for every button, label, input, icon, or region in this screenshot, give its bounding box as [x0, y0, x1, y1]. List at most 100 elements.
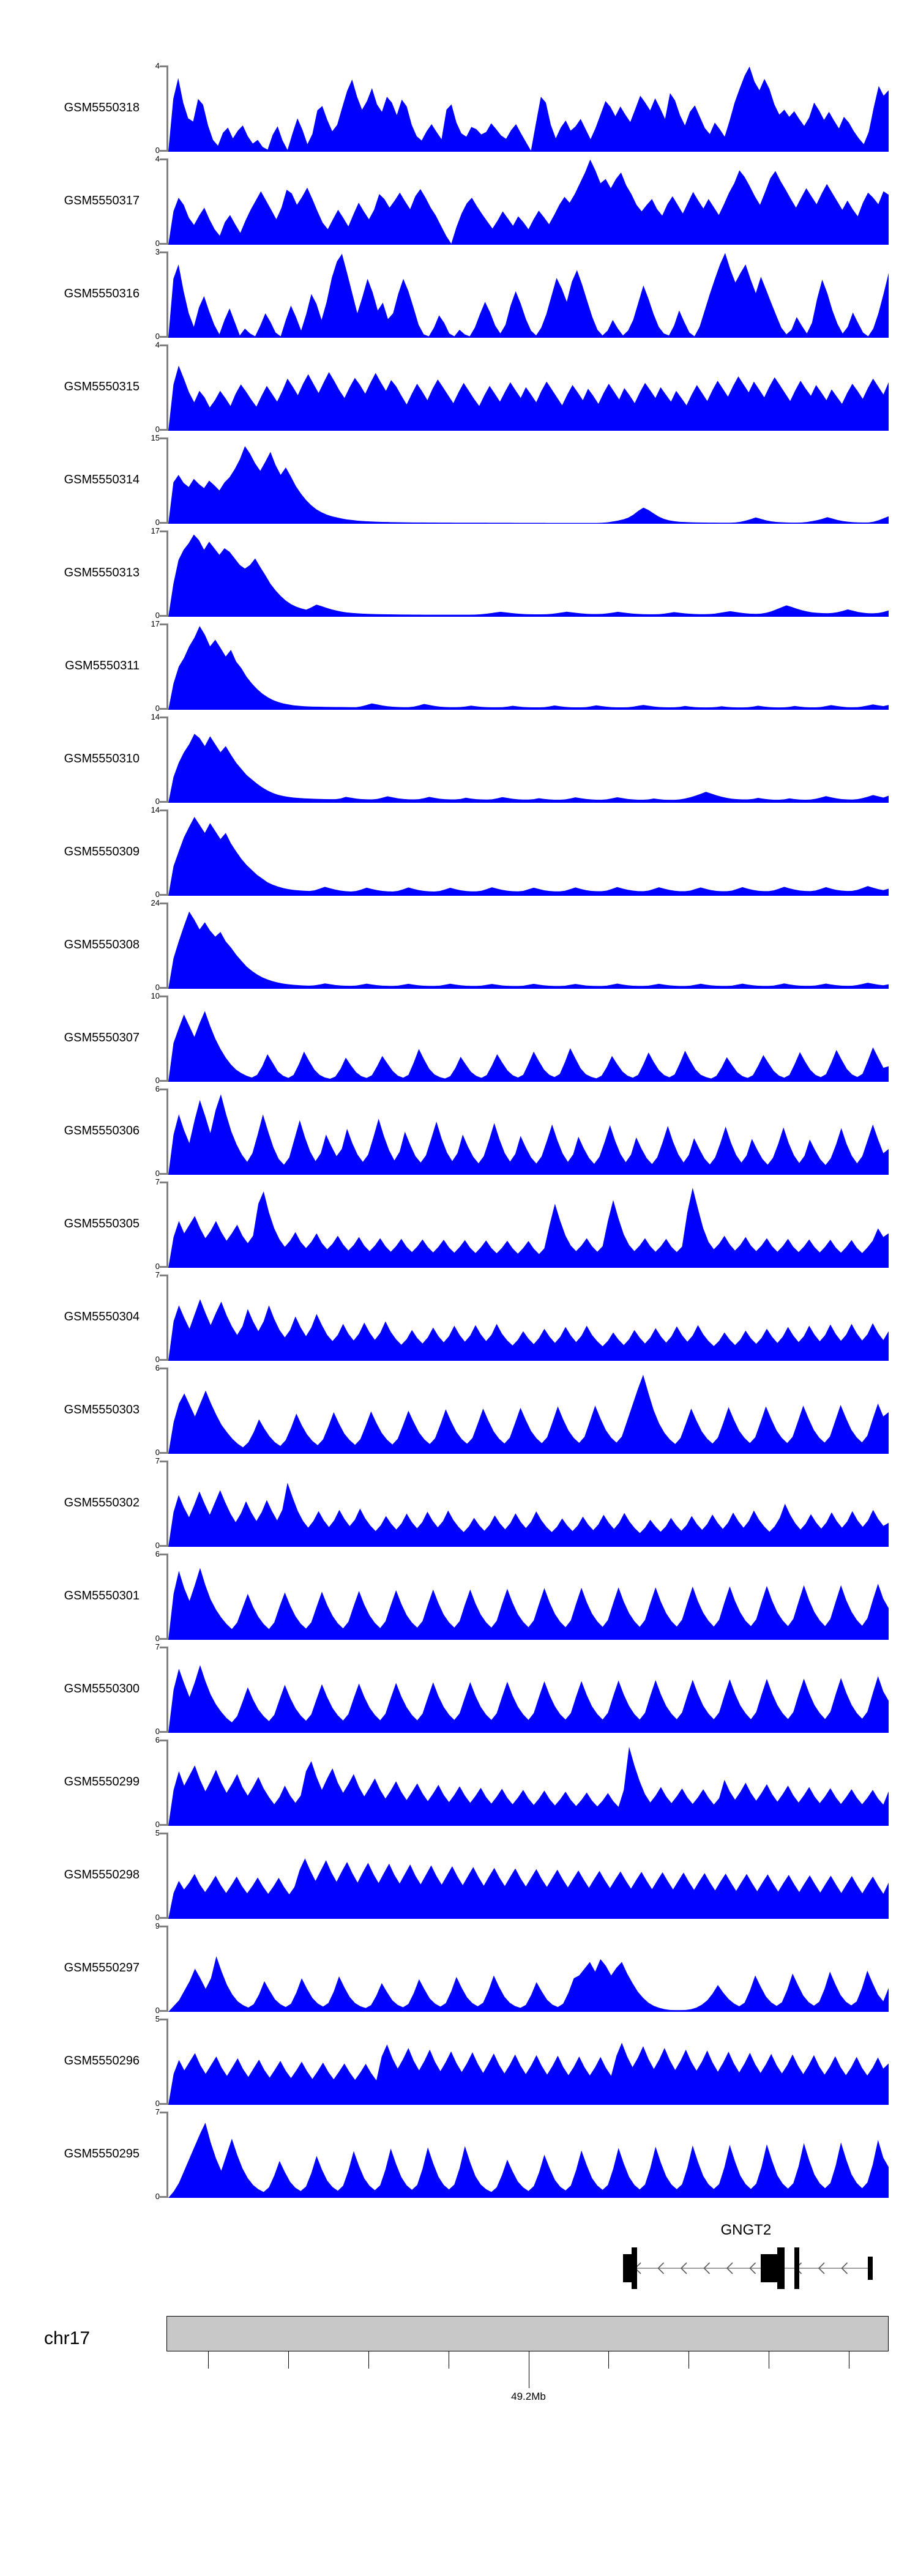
- coverage-track[interactable]: GSM5550313 17 0: [0, 527, 918, 619]
- coverage-area-plot[interactable]: [168, 1182, 889, 1268]
- chromosome-label: chr17: [44, 2328, 91, 2348]
- y-axis-tick-label-min: 0: [155, 1169, 160, 1178]
- coverage-track[interactable]: GSM5550306 6 0: [0, 1085, 918, 1178]
- y-axis-tick-max: [160, 344, 166, 346]
- coverage-area-plot[interactable]: [168, 1833, 889, 1919]
- gene-model-glyph[interactable]: [0, 2238, 918, 2299]
- y-axis-tick-min: [160, 1731, 166, 1733]
- coverage-area-plot[interactable]: [168, 810, 889, 896]
- coverage-track[interactable]: GSM5550310 14 0: [0, 713, 918, 805]
- coverage-area-plot[interactable]: [168, 1647, 889, 1733]
- track-sample-label: GSM5550296: [64, 2053, 140, 2068]
- y-axis-tick-label-max: 6: [155, 1084, 160, 1093]
- coverage-area-plot[interactable]: [168, 903, 889, 989]
- chromosome-ideogram-track[interactable]: chr17 49.2Mb: [0, 2311, 918, 2433]
- coverage-track[interactable]: GSM5550307 10 0: [0, 992, 918, 1084]
- y-axis-line: [166, 2019, 168, 2105]
- coverage-track[interactable]: GSM5550300 7 0: [0, 1643, 918, 1735]
- coverage-area-plot[interactable]: [168, 344, 889, 431]
- coverage-track[interactable]: GSM5550299 6 0: [0, 1736, 918, 1829]
- y-axis-tick-label-max: 14: [151, 712, 160, 721]
- coverage-track[interactable]: GSM5550309 14 0: [0, 806, 918, 898]
- y-axis-tick-max: [160, 158, 166, 160]
- y-axis-line: [166, 810, 168, 896]
- coverage-area-plot[interactable]: [168, 1275, 889, 1361]
- coverage-area-plot[interactable]: [168, 624, 889, 710]
- y-axis-tick-label-max: 4: [155, 340, 160, 349]
- coverage-track[interactable]: GSM5550317 4 0: [0, 155, 918, 247]
- y-axis-tick-max: [160, 903, 166, 904]
- y-axis-tick-max: [160, 1740, 166, 1741]
- y-axis-tick-label-min: 0: [155, 1262, 160, 1271]
- coverage-area-plot[interactable]: [168, 2112, 889, 2198]
- y-axis-line: [166, 1554, 168, 1640]
- y-axis-tick-label-min: 0: [155, 146, 160, 155]
- y-axis: 14 0: [151, 806, 168, 898]
- coverage-track[interactable]: GSM5550311 17 0: [0, 620, 918, 712]
- y-axis-tick-label-max: 3: [155, 247, 160, 256]
- coverage-track[interactable]: GSM5550305 7 0: [0, 1178, 918, 1270]
- coverage-track[interactable]: GSM5550304 7 0: [0, 1271, 918, 1363]
- y-axis-tick-min: [160, 2103, 166, 2105]
- coverage-area-plot[interactable]: [168, 717, 889, 803]
- y-axis-line: [166, 624, 168, 710]
- y-axis-tick-max: [160, 1461, 166, 1462]
- y-axis-tick-label-max: 14: [151, 805, 160, 814]
- y-axis-tick-min: [160, 894, 166, 896]
- y-axis-tick-min: [160, 1917, 166, 1919]
- y-axis-tick-label-max: 5: [155, 1828, 160, 1837]
- coverage-area-plot[interactable]: [168, 1740, 889, 1826]
- coverage-area-plot[interactable]: [168, 1089, 889, 1175]
- y-axis-line: [166, 903, 168, 989]
- coverage-track[interactable]: GSM5550297 9 0: [0, 1922, 918, 2014]
- chromosome-ideogram-bar[interactable]: [166, 2316, 889, 2351]
- coverage-track[interactable]: GSM5550314 15 0: [0, 434, 918, 526]
- y-axis-tick-label-max: 6: [155, 1363, 160, 1372]
- y-axis-tick-label-min: 0: [155, 890, 160, 899]
- track-sample-label: GSM5550317: [64, 193, 140, 207]
- y-axis-line: [166, 717, 168, 803]
- y-axis-line: [166, 996, 168, 1082]
- track-sample-label: GSM5550306: [64, 1123, 140, 1137]
- coverage-track[interactable]: GSM5550298 5 0: [0, 1829, 918, 1921]
- coverage-track[interactable]: GSM5550301 6 0: [0, 1550, 918, 1642]
- y-axis-tick-label-max: 6: [155, 1549, 160, 1558]
- coverage-track[interactable]: GSM5550308 24 0: [0, 899, 918, 991]
- y-axis-tick-min: [160, 615, 166, 617]
- coverage-track[interactable]: GSM5550316 3 0: [0, 247, 918, 340]
- coverage-area-plot[interactable]: [168, 437, 889, 524]
- coverage-area-plot[interactable]: [168, 1461, 889, 1547]
- track-sample-label: GSM5550302: [64, 1495, 140, 1509]
- y-axis-tick-max: [160, 251, 166, 253]
- coverage-area-plot[interactable]: [168, 158, 889, 245]
- track-sample-label: GSM5550314: [64, 472, 140, 486]
- track-sample-label: GSM5550315: [64, 379, 140, 393]
- track-sample-label: GSM5550309: [64, 844, 140, 858]
- coverage-area-plot[interactable]: [168, 996, 889, 1082]
- coverage-track[interactable]: GSM5550295 7 0: [0, 2108, 918, 2200]
- y-axis-tick-label-min: 0: [155, 2099, 160, 2108]
- y-axis-tick-max: [160, 437, 166, 439]
- track-sample-label: GSM5550303: [64, 1402, 140, 1416]
- y-axis-tick-max: [160, 1089, 166, 1090]
- coverage-area-plot[interactable]: [168, 1926, 889, 2012]
- coverage-area-plot[interactable]: [168, 530, 889, 617]
- coverage-area-plot[interactable]: [168, 1554, 889, 1640]
- gene-model-track[interactable]: GNGT2: [0, 2219, 918, 2299]
- coverage-track[interactable]: GSM5550296 5 0: [0, 2015, 918, 2108]
- coverage-track[interactable]: GSM5550303 6 0: [0, 1364, 918, 1456]
- coverage-area-plot[interactable]: [168, 1368, 889, 1454]
- coverage-track[interactable]: GSM5550302 7 0: [0, 1457, 918, 1549]
- y-axis-tick-min: [160, 1638, 166, 1640]
- coverage-track[interactable]: GSM5550315 4 0: [0, 340, 918, 433]
- y-axis-tick-min: [160, 1452, 166, 1454]
- coverage-area-plot[interactable]: [168, 251, 889, 338]
- coverage-track[interactable]: GSM5550318 4 0: [0, 62, 918, 155]
- coverage-area-plot[interactable]: [168, 2019, 889, 2105]
- track-sample-label: GSM5550298: [64, 1867, 140, 1882]
- y-axis-tick-label-min: 0: [155, 1820, 160, 1829]
- coverage-area-plot[interactable]: [168, 65, 889, 152]
